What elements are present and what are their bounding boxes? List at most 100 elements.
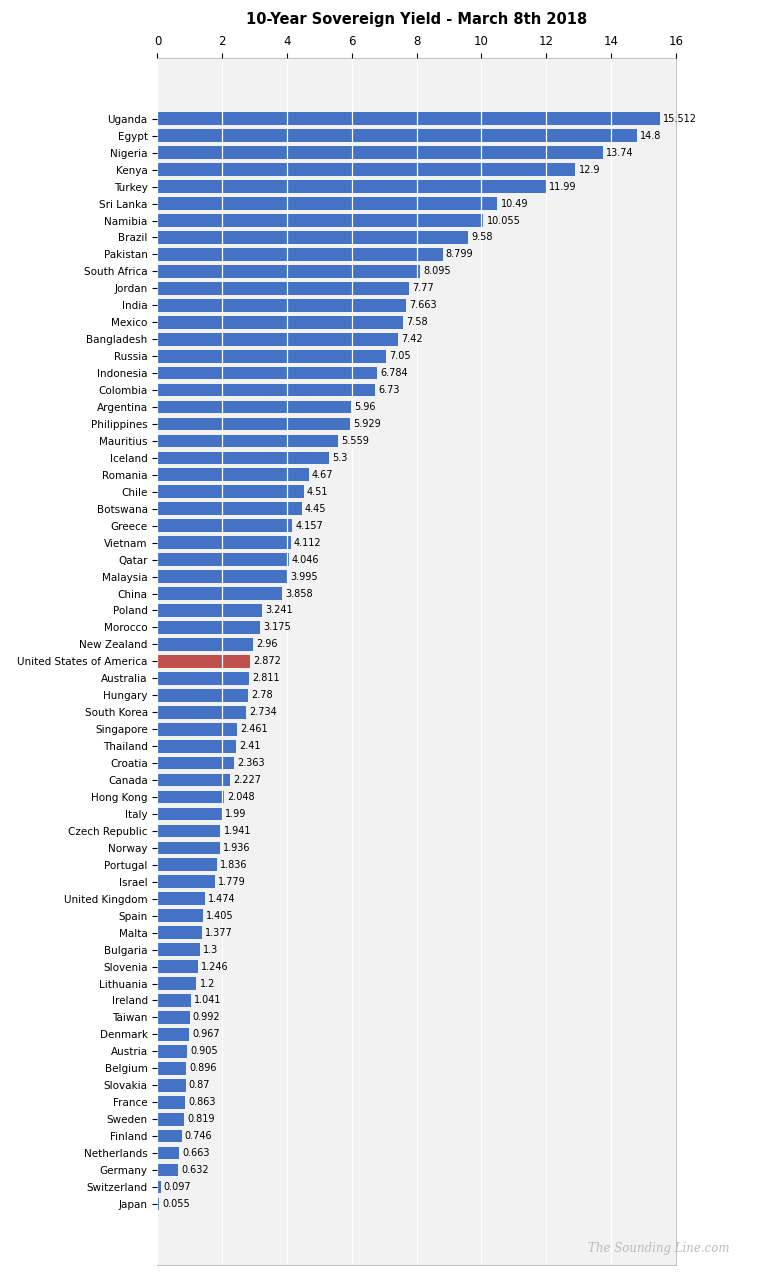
Text: 0.967: 0.967: [192, 1029, 220, 1039]
Text: 2.363: 2.363: [237, 758, 265, 768]
Text: 2.048: 2.048: [227, 792, 255, 803]
Text: 5.559: 5.559: [341, 436, 369, 446]
Text: 11.99: 11.99: [549, 181, 577, 192]
Text: 2.227: 2.227: [233, 774, 261, 785]
Text: 1.99: 1.99: [225, 809, 247, 819]
Bar: [157, 808, 222, 820]
Bar: [157, 656, 250, 667]
Text: 15.512: 15.512: [664, 114, 697, 124]
Text: 1.2: 1.2: [200, 979, 215, 989]
Bar: [157, 705, 246, 718]
Text: 1.779: 1.779: [218, 877, 246, 887]
Text: 14.8: 14.8: [641, 130, 661, 141]
Bar: [157, 824, 220, 837]
Bar: [157, 1028, 189, 1040]
Bar: [157, 859, 217, 872]
Bar: [157, 621, 260, 634]
Text: 4.112: 4.112: [294, 538, 322, 548]
Text: 3.241: 3.241: [266, 606, 293, 616]
Bar: [157, 1045, 187, 1058]
Bar: [157, 875, 215, 888]
Text: 3.995: 3.995: [290, 571, 318, 581]
Text: 0.905: 0.905: [190, 1047, 217, 1057]
Text: 1.936: 1.936: [223, 843, 251, 852]
Bar: [157, 773, 230, 786]
Text: 13.74: 13.74: [606, 148, 634, 157]
Bar: [157, 841, 220, 854]
Text: 6.784: 6.784: [380, 368, 408, 378]
Bar: [157, 332, 398, 345]
Text: 4.51: 4.51: [306, 487, 328, 497]
Text: 5.96: 5.96: [354, 403, 376, 412]
Text: 0.097: 0.097: [164, 1182, 191, 1192]
Bar: [157, 1079, 186, 1091]
Bar: [157, 537, 290, 550]
Bar: [157, 723, 237, 736]
Text: 1.246: 1.246: [201, 961, 229, 971]
Bar: [157, 129, 637, 142]
Text: 0.663: 0.663: [182, 1148, 210, 1158]
Text: 1.836: 1.836: [220, 860, 247, 870]
Bar: [157, 553, 289, 566]
Text: 4.67: 4.67: [312, 470, 333, 479]
Bar: [157, 689, 247, 702]
Bar: [157, 486, 303, 498]
Text: 2.734: 2.734: [250, 707, 277, 717]
Text: 12.9: 12.9: [578, 165, 600, 175]
Bar: [157, 282, 409, 295]
Bar: [157, 502, 302, 515]
Text: 0.896: 0.896: [190, 1063, 217, 1074]
Text: 7.663: 7.663: [409, 300, 436, 311]
Bar: [157, 519, 292, 532]
Bar: [157, 418, 349, 431]
Text: 5.929: 5.929: [353, 419, 380, 429]
Bar: [157, 994, 191, 1007]
Bar: [157, 401, 350, 413]
Bar: [157, 1146, 179, 1159]
Text: 2.461: 2.461: [240, 725, 268, 734]
Bar: [157, 791, 223, 804]
Bar: [157, 231, 468, 244]
Text: 2.811: 2.811: [252, 674, 280, 684]
Bar: [157, 892, 205, 905]
Text: 8.799: 8.799: [445, 249, 473, 259]
Text: 4.157: 4.157: [296, 520, 323, 530]
Text: 6.73: 6.73: [379, 385, 400, 395]
Text: 1.941: 1.941: [223, 826, 251, 836]
Text: 10.49: 10.49: [501, 198, 528, 208]
Bar: [157, 451, 329, 464]
Text: 4.45: 4.45: [305, 504, 326, 514]
Text: 2.41: 2.41: [239, 741, 260, 751]
Bar: [157, 316, 403, 328]
Bar: [157, 1062, 187, 1075]
Bar: [157, 383, 376, 396]
Bar: [157, 757, 234, 769]
Bar: [157, 299, 406, 312]
Bar: [157, 1130, 181, 1143]
Bar: [157, 638, 253, 651]
Text: 3.175: 3.175: [263, 622, 291, 633]
Bar: [157, 570, 287, 583]
Text: 0.746: 0.746: [185, 1131, 213, 1141]
Text: 9.58: 9.58: [471, 233, 492, 243]
Text: 7.05: 7.05: [389, 351, 411, 362]
Bar: [157, 672, 249, 685]
Bar: [157, 164, 575, 176]
Bar: [157, 112, 660, 125]
Text: 8.095: 8.095: [423, 266, 451, 276]
Bar: [157, 587, 283, 599]
Text: 4.046: 4.046: [292, 555, 319, 565]
Bar: [157, 1113, 184, 1126]
Bar: [157, 943, 200, 956]
Text: 7.42: 7.42: [401, 334, 422, 344]
Bar: [157, 910, 203, 921]
Bar: [157, 1095, 185, 1108]
Text: 5.3: 5.3: [333, 452, 348, 463]
Bar: [157, 265, 420, 277]
Bar: [157, 960, 198, 973]
Text: 7.58: 7.58: [406, 317, 428, 327]
Text: 0.819: 0.819: [187, 1114, 215, 1125]
Bar: [157, 1164, 178, 1177]
Text: 2.78: 2.78: [250, 690, 273, 700]
Text: 0.055: 0.055: [163, 1199, 190, 1209]
